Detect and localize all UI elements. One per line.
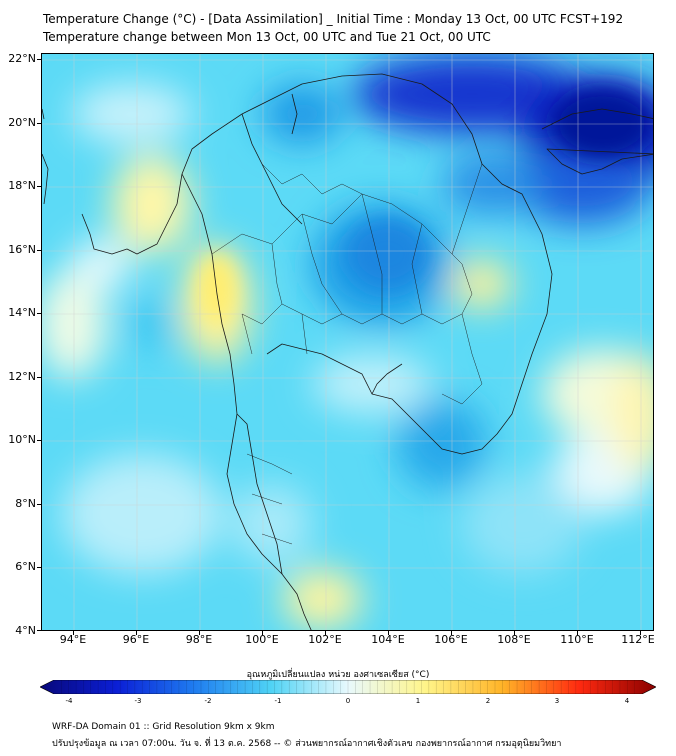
lat-label: 6°N [15, 560, 36, 573]
colorbar-tick: 4 [624, 697, 630, 705]
colorbar-tick: 2 [485, 697, 491, 705]
colorbar-tick: 3 [554, 697, 560, 705]
colorbar-tick: -1 [274, 697, 282, 705]
colorbar-label: อุณหภูมิเปลี่ยนแปลง หน่วย องศาเซลเซียส (… [246, 670, 430, 680]
lon-label: 94°E [59, 633, 87, 646]
lon-label: 102°E [308, 633, 342, 646]
coastlines [42, 73, 653, 630]
colorbar [40, 680, 656, 694]
lon-label: 98°E [185, 633, 213, 646]
title-line-1: Temperature Change (°C) - [Data Assimila… [43, 12, 624, 26]
colorbar-tick: -4 [65, 697, 73, 705]
footer-line-2: ปรับปรุงข้อมูล ณ เวลา 07:00น. วัน จ. ที่… [52, 739, 562, 749]
temperature-change-map[interactable] [41, 53, 654, 631]
lat-label: 4°N [15, 624, 36, 637]
lon-label: 110°E [560, 633, 594, 646]
title-line-2: Temperature change between Mon 13 Oct, 0… [43, 30, 491, 44]
lon-label: 104°E [371, 633, 405, 646]
colorbar-tick: -2 [204, 697, 212, 705]
colorbar-tick: 0 [345, 697, 351, 705]
lon-label: 96°E [122, 633, 150, 646]
colorbar-bar [40, 680, 656, 694]
footer-line-1: WRF-DA Domain 01 :: Grid Resolution 9km … [52, 722, 275, 732]
lat-label: 8°N [15, 497, 36, 510]
lat-label: 14°N [8, 306, 36, 319]
lat-label: 22°N [8, 52, 36, 65]
colorbar-tick: 1 [415, 697, 421, 705]
lon-label: 112°E [621, 633, 655, 646]
lon-label: 100°E [245, 633, 279, 646]
lat-label: 10°N [8, 433, 36, 446]
lon-label: 108°E [497, 633, 531, 646]
lat-label: 16°N [8, 243, 36, 256]
lat-label: 20°N [8, 116, 36, 129]
lat-label: 18°N [8, 179, 36, 192]
lon-label: 106°E [434, 633, 468, 646]
province-borders [211, 163, 483, 545]
colorbar-tick: -3 [134, 697, 142, 705]
lat-label: 12°N [8, 370, 36, 383]
map-canvas [42, 54, 653, 630]
